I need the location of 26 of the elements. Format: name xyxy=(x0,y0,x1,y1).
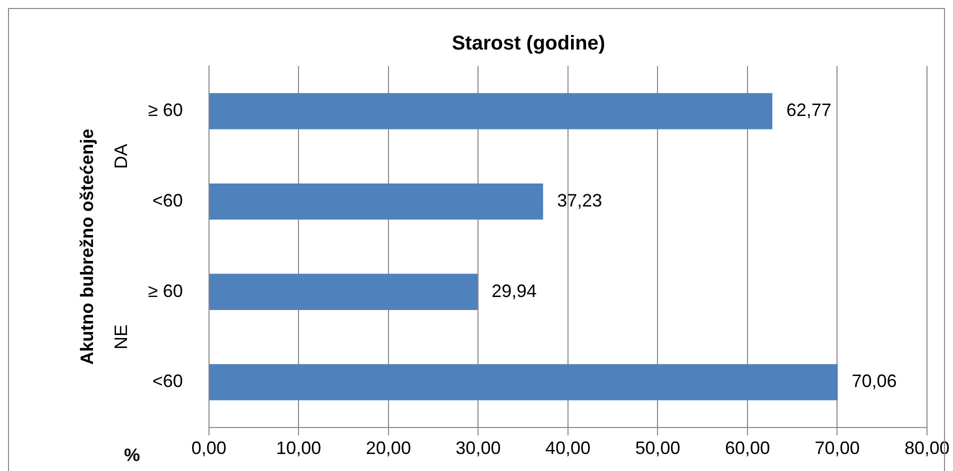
x-tick-label: 10,00 xyxy=(276,438,322,458)
x-tick-label: 70,00 xyxy=(814,438,860,458)
data-label: 37,23 xyxy=(557,190,602,210)
y-axis-title: Akutno bubrežno oštećenje xyxy=(76,128,97,365)
x-tick-label: 30,00 xyxy=(456,438,501,458)
bar xyxy=(209,93,772,130)
data-label: 70,06 xyxy=(852,371,897,392)
y-tick-label: ≥ 60 xyxy=(148,100,183,120)
y-tick-label: <60 xyxy=(152,371,183,392)
y-tick-label: <60 xyxy=(152,190,183,210)
x-tick-label: 80,00 xyxy=(904,438,950,458)
bar xyxy=(209,274,478,310)
data-label: 29,94 xyxy=(492,280,537,301)
x-tick-label: 50,00 xyxy=(635,438,680,458)
text: NE xyxy=(110,324,131,350)
x-tick-label: 60,00 xyxy=(724,438,770,458)
x-tick-label: 40,00 xyxy=(545,438,590,458)
chart-title: Starost (godine) xyxy=(452,32,606,55)
x-tick-label: 0,00 xyxy=(191,438,226,458)
x-axis-title: % xyxy=(124,444,140,465)
y-tick-label: ≥ 60 xyxy=(148,280,183,301)
bar xyxy=(209,364,838,400)
data-label: 62,77 xyxy=(786,100,832,120)
x-tick-label: 20,00 xyxy=(366,438,411,458)
bar xyxy=(209,183,544,220)
text: DA xyxy=(110,144,131,169)
